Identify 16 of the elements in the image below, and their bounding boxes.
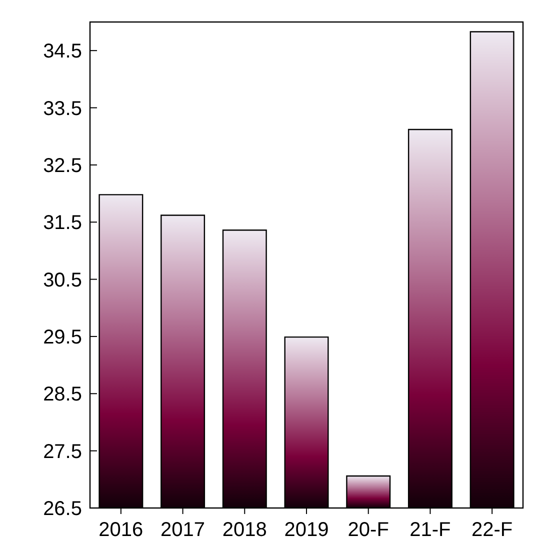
x-tick-label: 20-F	[348, 519, 389, 541]
x-tick-label: 2016	[98, 519, 144, 541]
y-tick-label: 32.5	[43, 154, 82, 177]
x-tick-label: 2018	[222, 519, 267, 541]
y-tick-label: 28.5	[43, 384, 82, 406]
y-tick-label: 26.5	[43, 498, 82, 520]
x-tick-label: 21-F	[410, 519, 451, 541]
y-tick-label: 27.5	[43, 440, 82, 463]
y-tick-label: 34.5	[43, 40, 82, 63]
y-tick-label: 31.5	[43, 212, 82, 234]
y-tick-label: 30.5	[43, 269, 82, 292]
y-tick-label: 33.5	[43, 98, 82, 120]
x-tick-label: 2019	[284, 519, 329, 541]
x-tick-label: 2017	[160, 519, 206, 541]
y-tick-label: 29.5	[43, 326, 82, 348]
x-tick-label: 22-F	[472, 519, 513, 541]
